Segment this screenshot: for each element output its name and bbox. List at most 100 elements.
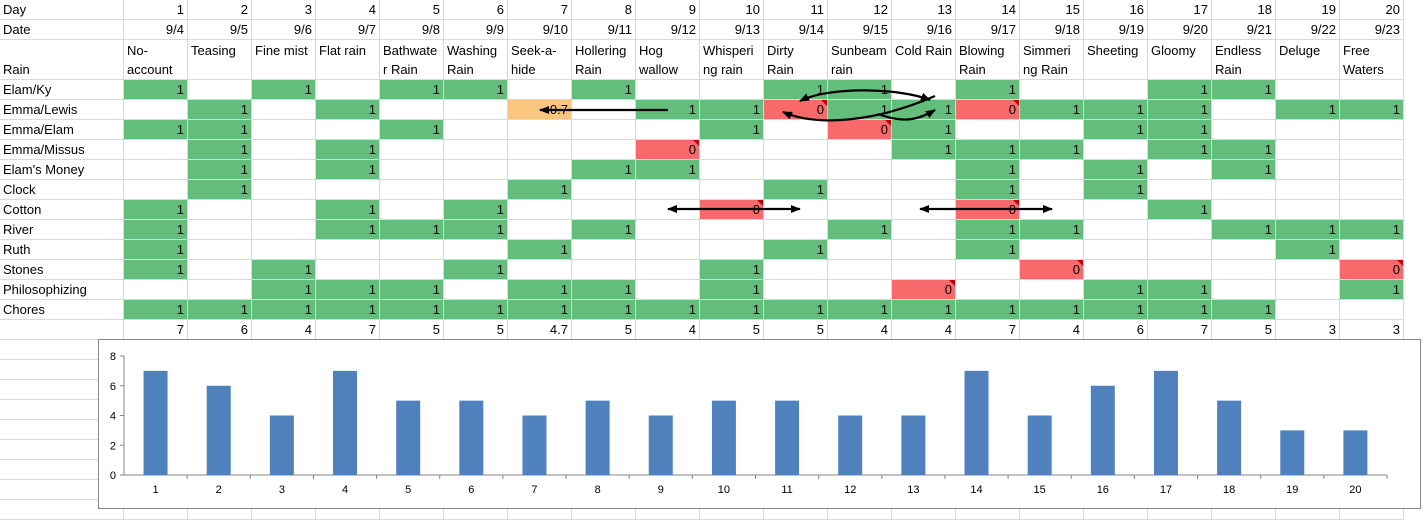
rain-name-cell[interactable]: Hog wallow xyxy=(636,40,700,80)
score-cell[interactable] xyxy=(1276,180,1340,200)
score-cell[interactable]: 0 xyxy=(700,200,764,220)
score-cell[interactable] xyxy=(252,220,316,240)
score-cell[interactable] xyxy=(828,240,892,260)
score-cell[interactable]: 1 xyxy=(380,80,444,100)
score-cell[interactable] xyxy=(1276,120,1340,140)
score-cell[interactable]: 1 xyxy=(1276,100,1340,120)
comment-indicator-icon[interactable] xyxy=(1077,260,1083,266)
day-number-cell[interactable]: 3 xyxy=(252,0,316,20)
row-label-date[interactable]: Date xyxy=(0,20,124,40)
score-cell[interactable]: 1 xyxy=(572,280,636,300)
score-cell[interactable]: 1 xyxy=(124,260,188,280)
score-cell[interactable]: 1 xyxy=(1340,280,1404,300)
score-cell[interactable]: 1 xyxy=(188,300,252,320)
bar-1[interactable] xyxy=(143,370,168,475)
score-cell[interactable]: 1 xyxy=(1020,100,1084,120)
day-number-cell[interactable]: 8 xyxy=(572,0,636,20)
score-cell[interactable]: 0 xyxy=(764,100,828,120)
score-cell[interactable]: 1 xyxy=(892,140,956,160)
score-cell[interactable] xyxy=(124,180,188,200)
score-cell[interactable]: 1 xyxy=(188,140,252,160)
score-cell[interactable] xyxy=(1020,80,1084,100)
row-label-rain[interactable]: Rain xyxy=(0,40,124,80)
score-cell[interactable] xyxy=(1084,140,1148,160)
score-cell[interactable] xyxy=(764,120,828,140)
bar-8[interactable] xyxy=(585,400,610,475)
score-cell[interactable] xyxy=(316,180,380,200)
date-cell[interactable]: 9/18 xyxy=(1020,20,1084,40)
bar-11[interactable] xyxy=(775,400,800,475)
score-cell[interactable] xyxy=(1084,260,1148,280)
score-cell[interactable]: 1 xyxy=(572,160,636,180)
score-cell[interactable]: 1 xyxy=(124,240,188,260)
score-cell[interactable]: 1 xyxy=(1084,300,1148,320)
score-cell[interactable]: 1 xyxy=(508,280,572,300)
score-cell[interactable] xyxy=(700,80,764,100)
date-cell[interactable]: 9/12 xyxy=(636,20,700,40)
day-number-cell[interactable]: 9 xyxy=(636,0,700,20)
date-cell[interactable]: 9/7 xyxy=(316,20,380,40)
score-cell[interactable]: 1 xyxy=(252,260,316,280)
score-cell[interactable]: 1 xyxy=(1084,100,1148,120)
score-cell[interactable]: 1 xyxy=(1340,220,1404,240)
score-cell[interactable] xyxy=(1276,200,1340,220)
score-cell[interactable] xyxy=(1212,120,1276,140)
bar-12[interactable] xyxy=(838,415,863,476)
day-number-cell[interactable]: 14 xyxy=(956,0,1020,20)
bar-13[interactable] xyxy=(901,415,926,476)
bar-18[interactable] xyxy=(1217,400,1242,475)
score-cell[interactable] xyxy=(252,120,316,140)
score-cell[interactable]: 1 xyxy=(572,300,636,320)
score-cell[interactable]: 1 xyxy=(1212,220,1276,240)
score-cell[interactable] xyxy=(252,100,316,120)
date-cell[interactable]: 9/15 xyxy=(828,20,892,40)
score-cell[interactable] xyxy=(828,140,892,160)
score-cell[interactable] xyxy=(188,220,252,240)
score-cell[interactable] xyxy=(508,220,572,240)
score-cell[interactable]: 1 xyxy=(444,200,508,220)
score-cell[interactable] xyxy=(444,280,508,300)
date-cell[interactable]: 9/8 xyxy=(380,20,444,40)
score-cell[interactable]: 1 xyxy=(1148,140,1212,160)
bar-2[interactable] xyxy=(206,385,231,475)
day-number-cell[interactable]: 11 xyxy=(764,0,828,20)
row-label-cell[interactable]: Emma/Elam xyxy=(0,120,124,140)
score-cell[interactable]: 1 xyxy=(956,140,1020,160)
score-cell[interactable] xyxy=(572,180,636,200)
score-cell[interactable]: 1 xyxy=(380,300,444,320)
score-cell[interactable] xyxy=(444,240,508,260)
score-cell[interactable] xyxy=(380,140,444,160)
score-cell[interactable] xyxy=(1212,280,1276,300)
score-cell[interactable] xyxy=(508,200,572,220)
date-cell[interactable]: 9/20 xyxy=(1148,20,1212,40)
day-number-cell[interactable]: 20 xyxy=(1340,0,1404,20)
score-cell[interactable]: 1 xyxy=(636,100,700,120)
score-cell[interactable] xyxy=(572,140,636,160)
score-cell[interactable] xyxy=(508,120,572,140)
score-cell[interactable]: 1 xyxy=(252,300,316,320)
rain-name-cell[interactable]: Dirty Rain xyxy=(764,40,828,80)
score-cell[interactable] xyxy=(508,160,572,180)
comment-indicator-icon[interactable] xyxy=(693,140,699,146)
row-label-cell[interactable]: Emma/Lewis xyxy=(0,100,124,120)
score-cell[interactable] xyxy=(892,80,956,100)
score-cell[interactable] xyxy=(188,240,252,260)
score-cell[interactable] xyxy=(1020,180,1084,200)
bar-5[interactable] xyxy=(396,400,421,475)
day-number-cell[interactable]: 15 xyxy=(1020,0,1084,20)
score-cell[interactable]: 1 xyxy=(1276,220,1340,240)
score-cell[interactable]: 1 xyxy=(316,200,380,220)
score-cell[interactable]: 1 xyxy=(1212,160,1276,180)
score-cell[interactable]: 0 xyxy=(956,100,1020,120)
score-cell[interactable] xyxy=(188,260,252,280)
bar-3[interactable] xyxy=(269,415,294,476)
score-cell[interactable]: 1 xyxy=(764,80,828,100)
score-cell[interactable]: 1 xyxy=(1276,240,1340,260)
bar-4[interactable] xyxy=(333,370,358,475)
score-cell[interactable]: 1 xyxy=(956,180,1020,200)
score-cell[interactable] xyxy=(1276,140,1340,160)
score-cell[interactable]: 1 xyxy=(380,120,444,140)
score-cell[interactable]: 1 xyxy=(636,160,700,180)
bar-6[interactable] xyxy=(459,400,484,475)
score-cell[interactable]: 1 xyxy=(124,300,188,320)
